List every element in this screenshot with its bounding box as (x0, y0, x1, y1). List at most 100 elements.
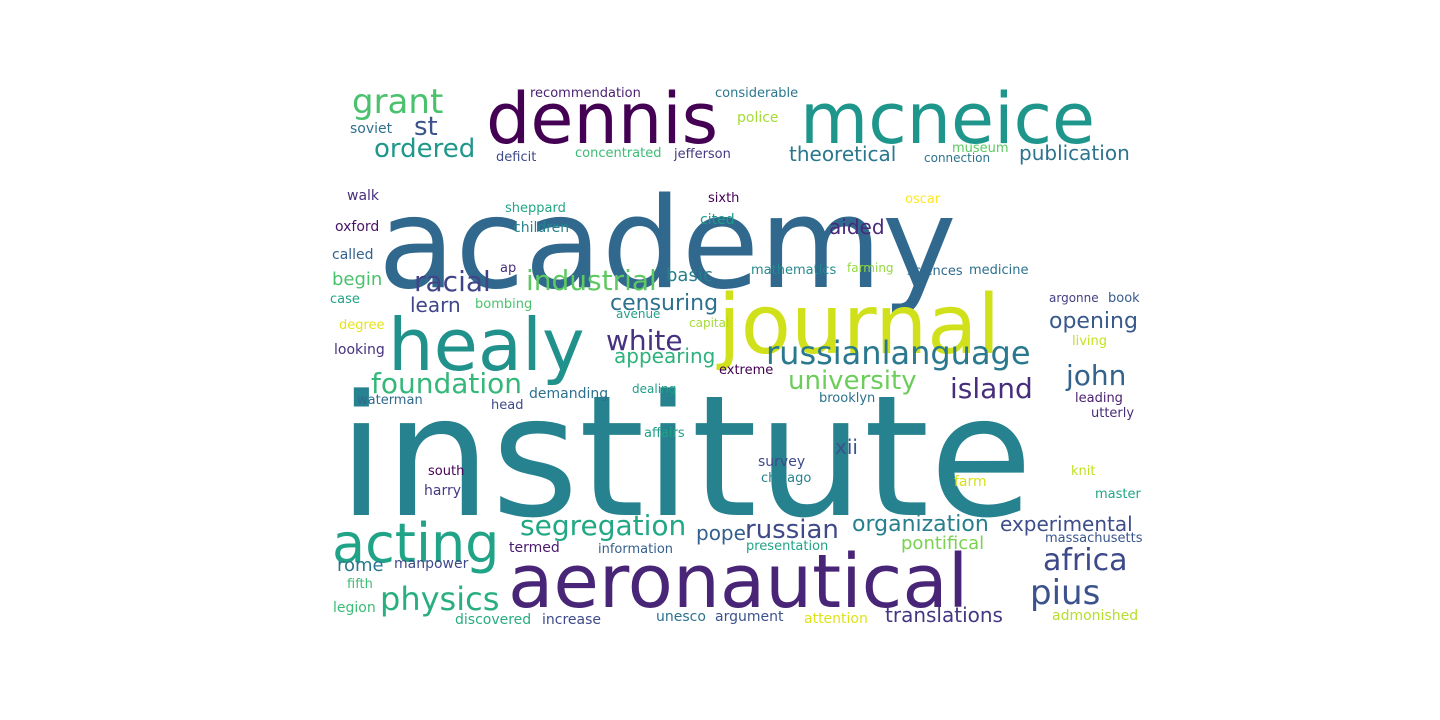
word-looking: looking (334, 342, 385, 358)
word-admonished: admonished (1052, 608, 1138, 624)
word-legion: legion (333, 600, 376, 616)
word-oxford: oxford (335, 219, 379, 235)
word-segregation: segregation (520, 509, 686, 542)
word-industrial: industrial (526, 264, 657, 297)
word-mathematics: mathematics (751, 263, 836, 278)
word-sheppard: sheppard (505, 201, 566, 216)
word-jefferson: jefferson (673, 147, 731, 162)
word-argument: argument (715, 609, 784, 625)
word-translations: translations (885, 603, 1003, 627)
word-concentrated: concentrated (575, 146, 661, 161)
word-argonne: argonne (1049, 291, 1099, 305)
word-case: case (330, 292, 360, 307)
word-begin: begin (332, 269, 382, 290)
word-island: island (950, 372, 1033, 405)
word-discovered: discovered (455, 612, 531, 628)
word-south: south (428, 464, 464, 479)
word-appearing: appearing (614, 344, 715, 368)
word-experimental: experimental (1000, 512, 1133, 536)
word-chicago: chicago (761, 471, 811, 486)
word-demanding: demanding (529, 386, 608, 402)
word-soviet: soviet (350, 121, 393, 137)
word-acting: acting (332, 512, 499, 575)
word-museum: museum (952, 141, 1009, 156)
word-journal: journal (716, 278, 1000, 373)
word-academy: academy (378, 170, 957, 317)
word-xii: xii (835, 435, 858, 459)
word-physics: physics (380, 580, 499, 618)
word-foundation: foundation (371, 367, 522, 400)
word-farm: farm (954, 474, 987, 490)
word-leading: leading (1075, 391, 1123, 406)
word-dennis: dennis (486, 78, 718, 160)
word-russian: russian (745, 515, 839, 545)
word-affairs: affairs (644, 426, 685, 441)
word-mcneice: mcneice (800, 78, 1095, 160)
word-avenue: avenue (616, 307, 660, 321)
word-institute: institute (338, 359, 1033, 555)
word-connection: connection (924, 151, 990, 165)
word-utterly: utterly (1091, 406, 1134, 421)
word-brooklyn: brooklyn (819, 391, 875, 406)
word-learn: learn (410, 293, 461, 317)
word-basic: basic (666, 265, 713, 286)
word-pius: pius (1030, 573, 1100, 613)
word-aided: aided (829, 215, 885, 239)
word-farming: farming (847, 261, 894, 275)
word-university: university (788, 366, 917, 396)
word-aeronautical: aeronautical (508, 539, 968, 625)
word-publication: publication (1019, 141, 1130, 165)
word-john: john (1065, 359, 1126, 392)
word-walk: walk (347, 188, 380, 204)
word-waterman: waterman (357, 393, 423, 408)
word-recommendation: recommendation (530, 86, 641, 101)
word-information: information (598, 542, 673, 557)
word-ordered: ordered (374, 134, 475, 164)
word-survey: survey (758, 454, 805, 470)
word-considerable: considerable (715, 86, 798, 101)
word-massachusetts: massachusetts (1045, 531, 1143, 546)
word-presentation: presentation (746, 539, 828, 554)
word-unesco: unesco (656, 609, 706, 625)
word-rome: rome (337, 555, 384, 576)
word-theoretical: theoretical (789, 142, 896, 166)
word-police: police (737, 110, 779, 126)
word-grant: grant (352, 82, 443, 122)
word-racial: racial (414, 265, 491, 298)
word-increase: increase (542, 612, 601, 628)
word-head: head (491, 398, 523, 413)
word-knit: knit (1071, 464, 1095, 479)
word-degree: degree (339, 318, 385, 333)
word-called: called (332, 247, 374, 263)
word-st: st (414, 112, 438, 142)
word-sciences: sciences (907, 264, 963, 279)
word-opening: opening (1049, 309, 1138, 334)
word-ap: ap (500, 261, 516, 276)
word-sixth: sixth (708, 191, 739, 206)
word-oscar: oscar (905, 192, 941, 207)
word-termed: termed (509, 540, 560, 556)
word-pontifical: pontifical (901, 533, 984, 554)
word-africa: africa (1043, 543, 1128, 578)
word-extreme: extreme (719, 363, 773, 378)
word-living: living (1072, 334, 1107, 349)
word-organization: organization (852, 512, 989, 537)
word-book: book (1108, 291, 1140, 306)
word-capital: capital (689, 316, 729, 330)
word-attention: attention (804, 611, 868, 627)
word-master: master (1095, 487, 1141, 502)
word-healy: healy (388, 303, 585, 387)
word-children: children (513, 220, 569, 236)
word-russianlanguage: russianlanguage (766, 334, 1031, 372)
word-medicine: medicine (969, 263, 1029, 278)
word-white: white (606, 324, 683, 357)
word-fifth: fifth (347, 577, 373, 592)
word-dealing: dealing (632, 382, 676, 396)
word-bombing: bombing (475, 297, 532, 312)
word-pope: pope (696, 521, 746, 545)
word-censuring: censuring (610, 291, 718, 316)
word-harry: harry (424, 483, 461, 499)
word-deficit: deficit (496, 150, 536, 165)
word-manpower: manpower (394, 556, 469, 572)
